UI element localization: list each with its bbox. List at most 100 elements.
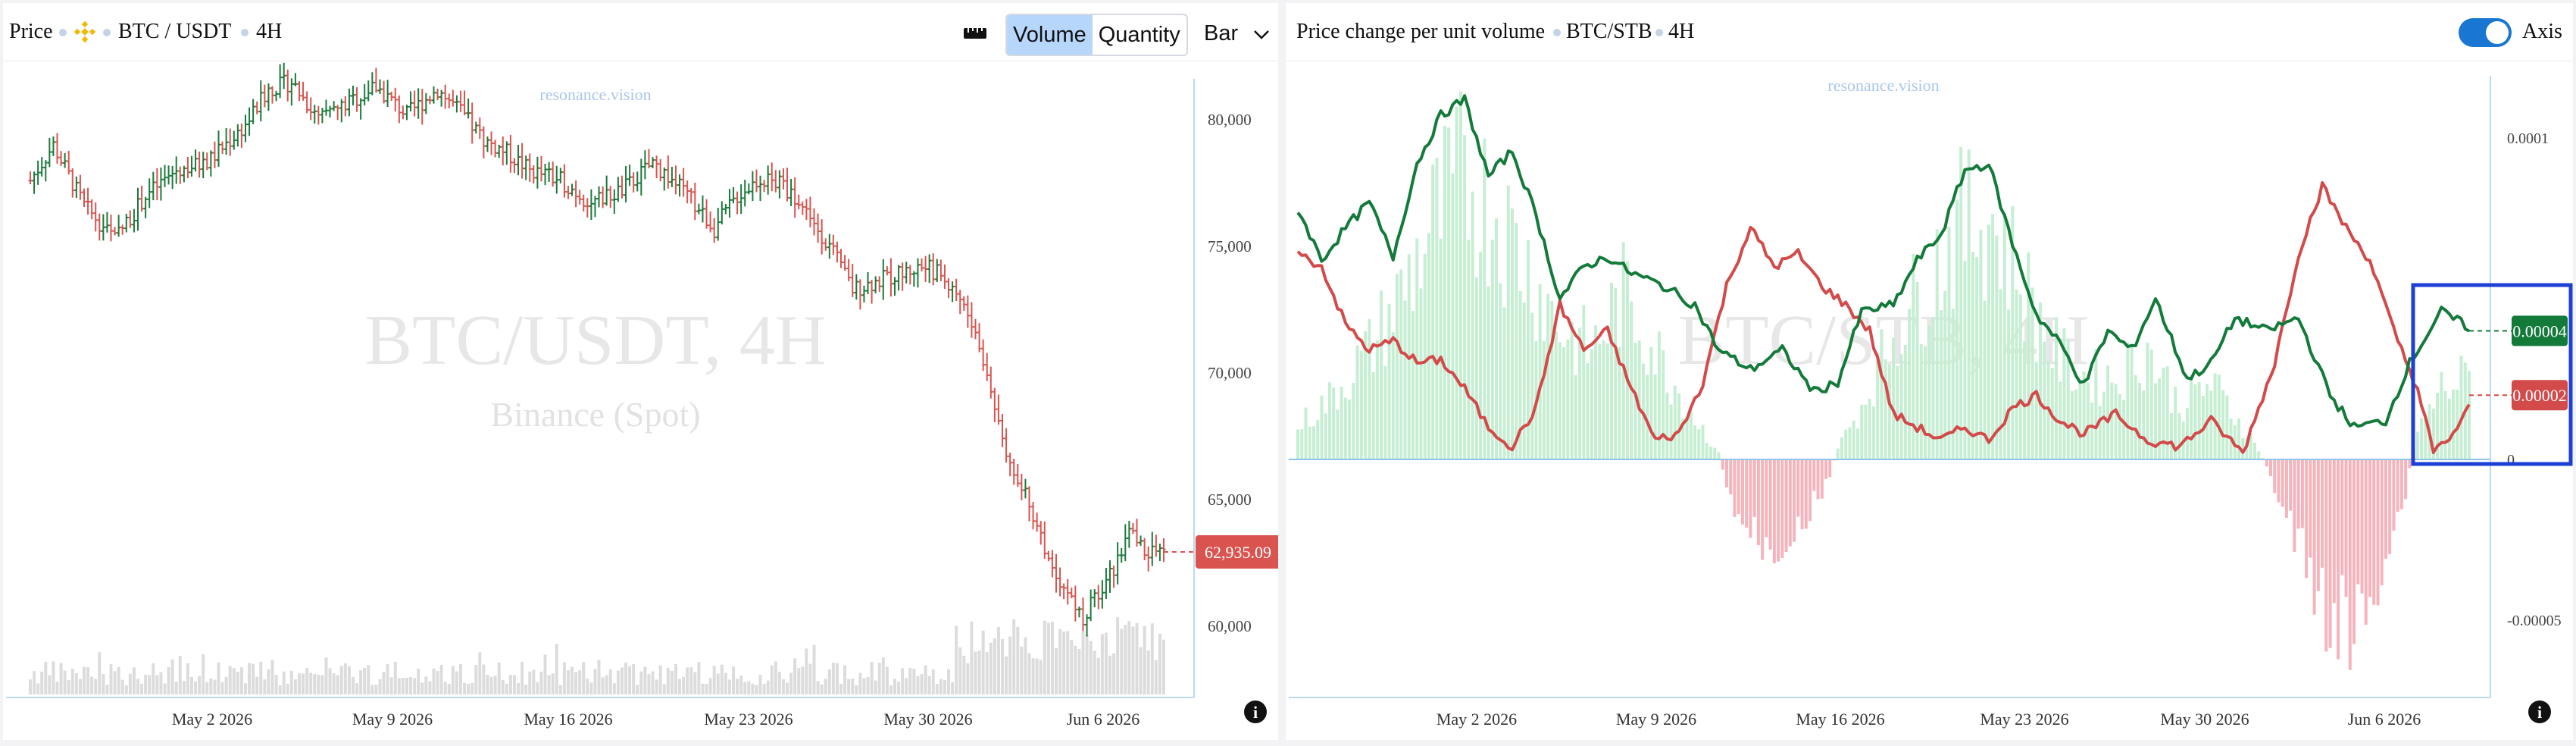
histogram-bar [1689,411,1693,459]
time-tick-label: Jun 6 2026 [2348,710,2421,729]
chart-type-select[interactable]: Bar [1204,14,1270,53]
volume-bar [628,666,632,694]
axis-toggle[interactable] [2459,18,2512,47]
volume-bar [1074,645,1077,694]
histogram-bar [1959,146,1963,459]
volume-bar [766,680,770,694]
volume-bar [397,678,401,694]
volume-bar [1012,619,1016,694]
indicator-chart-header: Price change per unit volume BTC/STB 4H … [1286,3,2573,61]
histogram-bar [2165,366,2169,459]
volume-bar [59,663,63,694]
volume-bar [847,679,851,694]
histogram-bar [1931,317,1935,459]
histogram-bar [1526,240,1530,459]
histogram-bar [2146,342,2149,459]
volume-bar [1046,622,1050,694]
volume-bar [582,662,586,694]
info-icon[interactable] [1244,701,1267,723]
volume-bar [293,679,297,694]
green-series-line [1296,94,2470,428]
price-chart-canvas[interactable]: resonance.vision BTC/USDT, 4H Binance (S… [3,61,1278,737]
volume-bar [424,676,428,694]
volume-bar [781,679,785,694]
volume-bar [1124,625,1127,694]
volume-bar [670,671,674,694]
volume-bar [374,685,378,694]
histogram-bar [1924,346,1927,459]
info-icon-glyph: i [1253,703,1258,722]
volume-bar [524,685,528,694]
histogram-bar [2237,418,2241,459]
volume-bar [347,666,351,694]
ruler-icon[interactable] [963,24,987,45]
volume-bar [662,684,666,694]
volume-bar [267,669,270,694]
histogram-bar [1812,459,1816,491]
volume-bar [82,666,86,694]
value-tick-label: -0.00005 [2507,613,2562,629]
time-tick-label: May 30 2026 [2160,710,2249,729]
histogram-bar [2296,459,2300,529]
volume-bar [712,666,716,694]
volume-bar [789,672,793,694]
volume-bar [202,654,205,694]
histogram-bar [2034,362,2038,459]
histogram-bar [1809,459,1812,522]
histogram-bar [1915,282,1919,459]
histogram-bar [1681,418,1685,459]
histogram-bar [1574,375,1577,459]
histogram-bar [2225,395,2229,459]
histogram-bar [2328,459,2332,648]
histogram-bar [1765,459,1768,538]
histogram-bar [1820,459,1824,499]
histogram-bar [1709,446,1713,459]
indicator-chart-canvas[interactable]: resonance.vision BTC/STB, 4H 0.00010-0.0… [1286,61,2573,737]
histogram-bar [1749,459,1752,538]
histogram-bar [2094,349,2098,459]
quantity-button[interactable]: Quantity [1098,23,1180,47]
binance-logo-icon [73,20,97,48]
histogram-bar [2158,378,2162,459]
histogram-bar [1637,340,1641,459]
volume-bar [797,668,801,694]
histogram-bar [1955,199,1959,459]
histogram-bar [1423,253,1427,459]
histogram-bar [1756,459,1760,545]
volume-bar [458,664,462,694]
volume-bar [835,663,839,694]
histogram-bar [1546,293,1550,459]
histogram-bar [1919,344,1923,459]
histogram-bar [1467,240,1471,459]
histogram-bar [1852,420,1855,459]
histogram-bar [1673,385,1677,459]
volume-bar [401,678,405,694]
volume-bar [543,654,547,694]
histogram-bar [1777,459,1780,562]
volume-bar [328,668,332,694]
separator-dot [59,29,67,36]
histogram-bar [1578,328,1582,459]
volume-bar [578,670,582,694]
volume-bar [931,669,935,694]
volume-bar [678,679,682,694]
volume-bar [467,684,470,694]
volume-button[interactable]: Volume [1007,15,1093,55]
histogram-bar [1896,365,1899,459]
volume-bar [689,667,693,694]
histogram-bar [1490,240,1494,459]
volume-bar [786,682,789,694]
histogram-bar [1348,400,1352,459]
volume-bar [977,650,981,694]
volume-bar [1058,628,1062,694]
info-icon[interactable] [2528,701,2551,723]
volume-bar [939,679,943,694]
indicator-title: Price change per unit volume [1296,20,1546,43]
histogram-bar [1383,366,1387,459]
volume-bar [455,671,458,694]
volume-bar [889,685,893,694]
volume-bar [67,679,70,694]
volume-bar [174,682,178,694]
histogram-bar [2468,371,2471,459]
histogram-bar [1530,312,1534,459]
